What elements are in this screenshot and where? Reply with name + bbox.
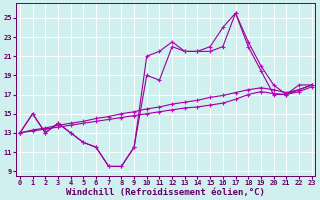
X-axis label: Windchill (Refroidissement éolien,°C): Windchill (Refroidissement éolien,°C) — [66, 188, 265, 197]
